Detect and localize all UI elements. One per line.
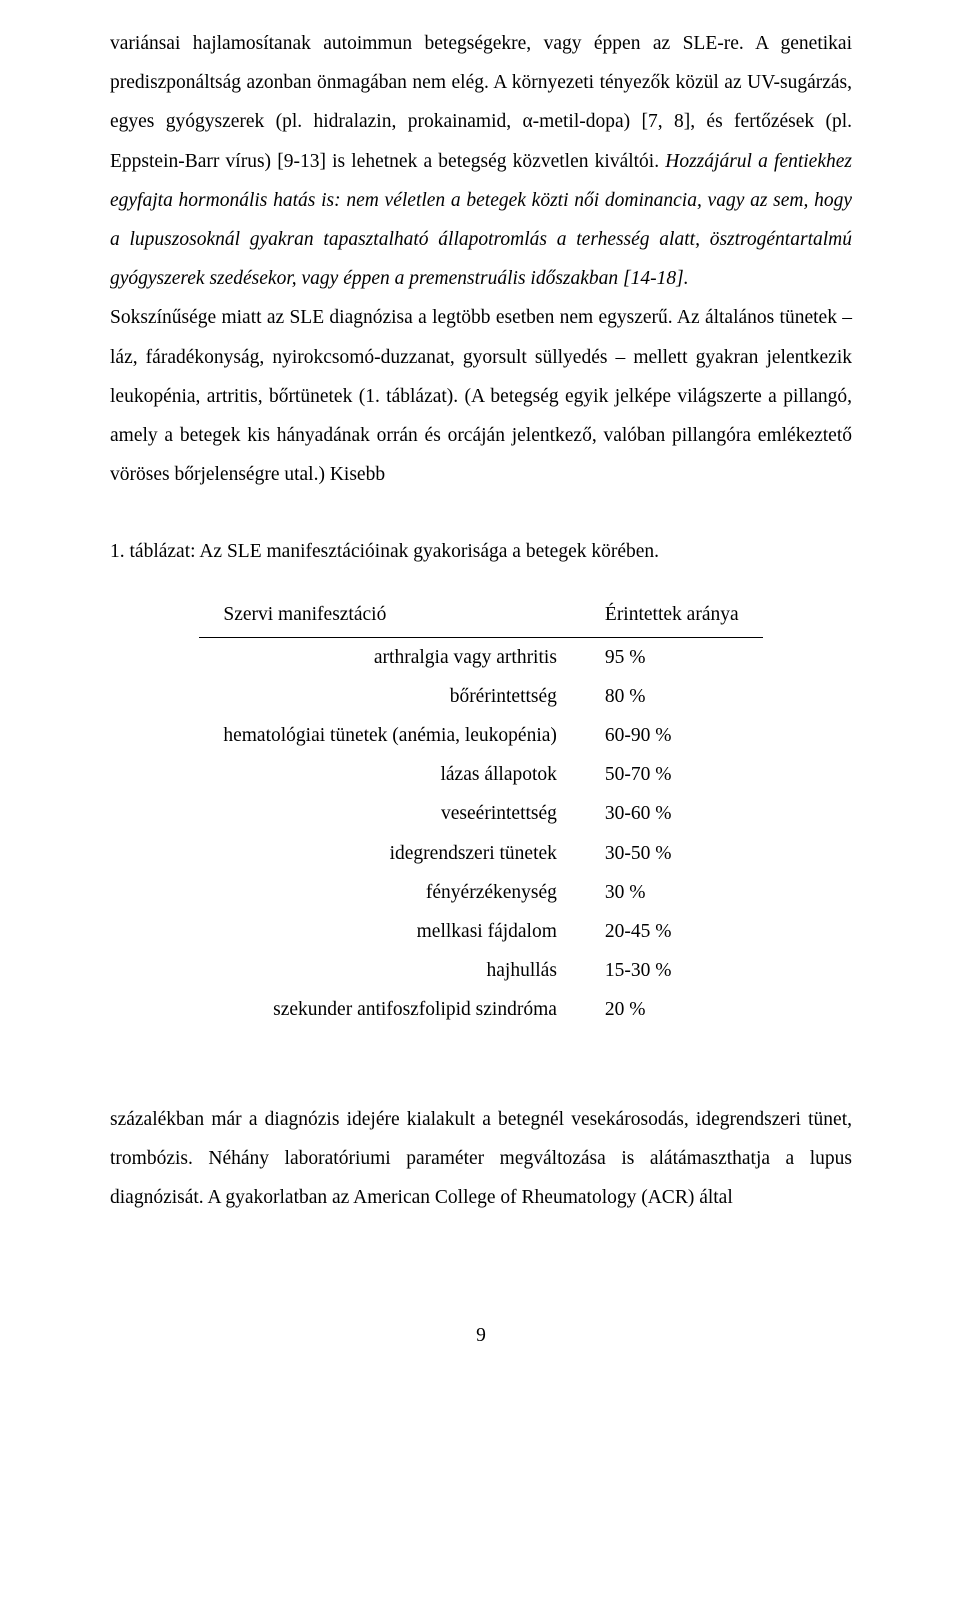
table-cell-value: 30 % xyxy=(581,873,763,912)
table-row: arthralgia vagy arthritis 95 % xyxy=(199,637,762,677)
table-cell-name: fényérzékenység xyxy=(199,873,581,912)
table-row: idegrendszeri tünetek 30-50 % xyxy=(199,834,762,873)
page-number: 9 xyxy=(110,1325,852,1347)
page: variánsai hajlamosítanak autoimmun beteg… xyxy=(0,0,960,1377)
table-cell-name: hematológiai tünetek (anémia, leukopénia… xyxy=(199,716,581,755)
table-cell-name: mellkasi fájdalom xyxy=(199,912,581,951)
paragraph-1: variánsai hajlamosítanak autoimmun beteg… xyxy=(110,24,852,298)
table-title: 1. táblázat: Az SLE manifesztációinak gy… xyxy=(110,532,852,571)
paragraph-2: Sokszínűsége miatt az SLE diagnózisa a l… xyxy=(110,298,852,494)
table-row: szekunder antifoszfolipid szindróma 20 % xyxy=(199,990,762,1029)
table-cell-value: 20-45 % xyxy=(581,912,763,951)
spacer xyxy=(110,1030,852,1100)
table-cell-name: lázas állapotok xyxy=(199,755,581,794)
table-cell-value: 95 % xyxy=(581,637,763,677)
table-header-value: Érintettek aránya xyxy=(581,595,763,637)
table-cell-name: szekunder antifoszfolipid szindróma xyxy=(199,990,581,1029)
table-header-row: Szervi manifesztáció Érintettek aránya xyxy=(199,595,762,637)
table-row: lázas állapotok 50-70 % xyxy=(199,755,762,794)
table-cell-value: 80 % xyxy=(581,677,763,716)
table-cell-value: 30-50 % xyxy=(581,834,763,873)
table-cell-value: 15-30 % xyxy=(581,951,763,990)
table-cell-value: 30-60 % xyxy=(581,794,763,833)
table-row: hematológiai tünetek (anémia, leukopénia… xyxy=(199,716,762,755)
table-row: hajhullás 15-30 % xyxy=(199,951,762,990)
manifestation-table: Szervi manifesztáció Érintettek aránya a… xyxy=(199,595,762,1029)
table-cell-name: veseérintettség xyxy=(199,794,581,833)
table-header-name: Szervi manifesztáció xyxy=(199,595,581,637)
table-cell-name: idegrendszeri tünetek xyxy=(199,834,581,873)
table-row: bőrérintettség 80 % xyxy=(199,677,762,716)
table-cell-value: 60-90 % xyxy=(581,716,763,755)
table-cell-value: 20 % xyxy=(581,990,763,1029)
table-cell-value: 50-70 % xyxy=(581,755,763,794)
table-cell-name: hajhullás xyxy=(199,951,581,990)
table-cell-name: arthralgia vagy arthritis xyxy=(199,637,581,677)
paragraph-3: százalékban már a diagnózis idejére kial… xyxy=(110,1100,852,1218)
table-row: mellkasi fájdalom 20-45 % xyxy=(199,912,762,951)
table-row: fényérzékenység 30 % xyxy=(199,873,762,912)
table-cell-name: bőrérintettség xyxy=(199,677,581,716)
table-row: veseérintettség 30-60 % xyxy=(199,794,762,833)
